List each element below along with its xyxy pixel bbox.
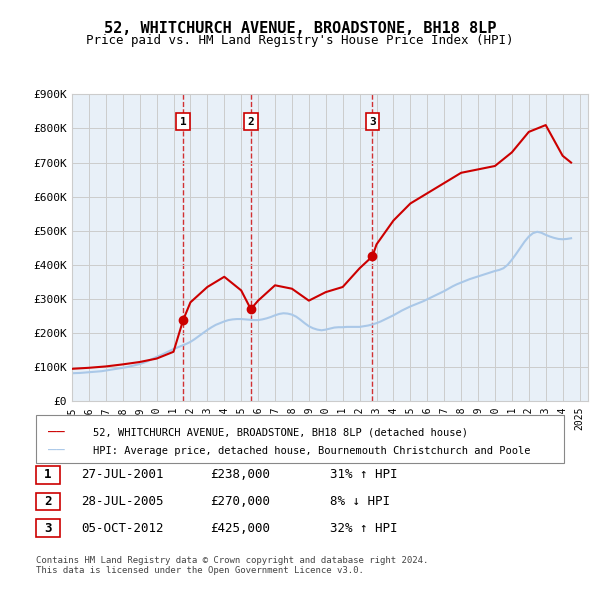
- Text: 3: 3: [369, 117, 376, 127]
- Text: 52, WHITCHURCH AVENUE, BROADSTONE, BH18 8LP: 52, WHITCHURCH AVENUE, BROADSTONE, BH18 …: [104, 21, 496, 35]
- Text: 27-JUL-2001: 27-JUL-2001: [81, 468, 163, 481]
- Text: £270,000: £270,000: [210, 495, 270, 508]
- Text: 52, WHITCHURCH AVENUE, BROADSTONE, BH18 8LP (detached house): 52, WHITCHURCH AVENUE, BROADSTONE, BH18 …: [93, 428, 468, 437]
- Text: Price paid vs. HM Land Registry's House Price Index (HPI): Price paid vs. HM Land Registry's House …: [86, 34, 514, 47]
- Text: 2: 2: [247, 117, 254, 127]
- Text: ——: ——: [48, 425, 65, 440]
- Text: 2: 2: [44, 495, 52, 508]
- Text: 31% ↑ HPI: 31% ↑ HPI: [330, 468, 398, 481]
- Text: £238,000: £238,000: [210, 468, 270, 481]
- Text: ——: ——: [48, 444, 65, 458]
- Text: Contains HM Land Registry data © Crown copyright and database right 2024.
This d: Contains HM Land Registry data © Crown c…: [36, 556, 428, 575]
- Text: 8% ↓ HPI: 8% ↓ HPI: [330, 495, 390, 508]
- Text: HPI: Average price, detached house, Bournemouth Christchurch and Poole: HPI: Average price, detached house, Bour…: [93, 447, 530, 456]
- Text: 05-OCT-2012: 05-OCT-2012: [81, 522, 163, 535]
- Text: 32% ↑ HPI: 32% ↑ HPI: [330, 522, 398, 535]
- Text: £425,000: £425,000: [210, 522, 270, 535]
- Text: 1: 1: [44, 468, 52, 481]
- Text: 3: 3: [44, 522, 52, 535]
- Text: 1: 1: [180, 117, 187, 127]
- Text: 28-JUL-2005: 28-JUL-2005: [81, 495, 163, 508]
